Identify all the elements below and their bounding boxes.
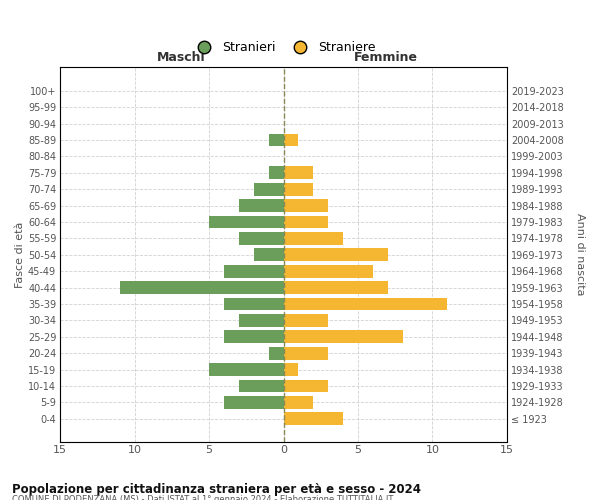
Bar — [284, 216, 328, 228]
Bar — [284, 264, 373, 278]
Y-axis label: Anni di nascita: Anni di nascita — [575, 214, 585, 296]
Bar — [284, 314, 328, 327]
Text: Maschi: Maschi — [157, 50, 205, 64]
Bar — [284, 298, 448, 310]
Bar — [254, 248, 284, 261]
Bar — [239, 380, 284, 392]
Bar — [269, 347, 284, 360]
Bar — [224, 264, 284, 278]
Bar — [284, 396, 313, 409]
Bar — [120, 281, 284, 294]
Text: Popolazione per cittadinanza straniera per età e sesso - 2024: Popolazione per cittadinanza straniera p… — [12, 482, 421, 496]
Bar — [284, 232, 343, 244]
Bar — [284, 166, 313, 179]
Bar — [284, 281, 388, 294]
Bar — [284, 363, 298, 376]
Bar — [209, 363, 284, 376]
Bar — [224, 330, 284, 343]
Bar — [209, 216, 284, 228]
Bar — [284, 347, 328, 360]
Bar — [284, 412, 343, 425]
Bar — [284, 182, 313, 196]
Text: Femmine: Femmine — [354, 50, 418, 64]
Y-axis label: Fasce di età: Fasce di età — [15, 222, 25, 288]
Text: COMUNE DI PODENZANA (MS) - Dati ISTAT al 1° gennaio 2024 - Elaborazione TUTTITAL: COMUNE DI PODENZANA (MS) - Dati ISTAT al… — [12, 495, 394, 500]
Bar — [269, 166, 284, 179]
Bar — [284, 330, 403, 343]
Bar — [224, 298, 284, 310]
Bar — [269, 134, 284, 146]
Bar — [284, 380, 328, 392]
Bar — [239, 314, 284, 327]
Bar — [284, 199, 328, 212]
Bar — [284, 248, 388, 261]
Bar — [284, 134, 298, 146]
Legend: Stranieri, Straniere: Stranieri, Straniere — [187, 36, 380, 59]
Bar — [254, 182, 284, 196]
Bar — [239, 199, 284, 212]
Bar — [239, 232, 284, 244]
Bar — [224, 396, 284, 409]
